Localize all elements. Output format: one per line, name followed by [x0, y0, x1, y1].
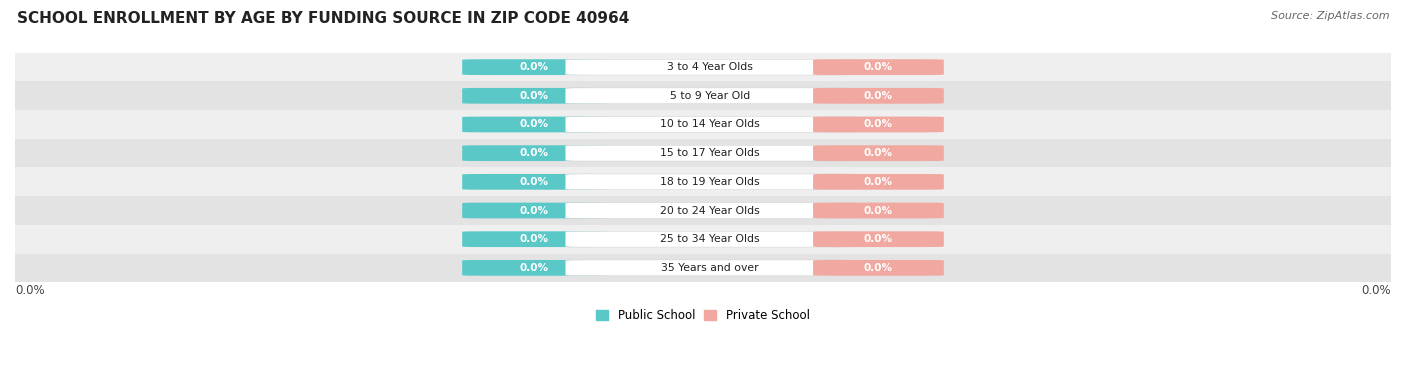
FancyBboxPatch shape	[15, 167, 1391, 196]
Text: 0.0%: 0.0%	[863, 177, 893, 187]
FancyBboxPatch shape	[565, 145, 855, 161]
Text: 0.0%: 0.0%	[1361, 284, 1391, 297]
FancyBboxPatch shape	[15, 196, 1391, 225]
FancyBboxPatch shape	[15, 53, 1391, 82]
Text: 3 to 4 Year Olds: 3 to 4 Year Olds	[666, 62, 752, 72]
FancyBboxPatch shape	[15, 139, 1391, 167]
Text: 0.0%: 0.0%	[863, 234, 893, 244]
Text: 0.0%: 0.0%	[520, 119, 548, 130]
Text: Source: ZipAtlas.com: Source: ZipAtlas.com	[1271, 11, 1389, 21]
FancyBboxPatch shape	[463, 88, 606, 104]
Text: 0.0%: 0.0%	[863, 263, 893, 273]
Text: 25 to 34 Year Olds: 25 to 34 Year Olds	[659, 234, 759, 244]
FancyBboxPatch shape	[813, 260, 943, 276]
Text: 18 to 19 Year Olds: 18 to 19 Year Olds	[659, 177, 759, 187]
FancyBboxPatch shape	[15, 110, 1391, 139]
FancyBboxPatch shape	[565, 231, 855, 247]
FancyBboxPatch shape	[463, 174, 606, 190]
Text: 0.0%: 0.0%	[520, 263, 548, 273]
FancyBboxPatch shape	[463, 260, 606, 276]
Text: 5 to 9 Year Old: 5 to 9 Year Old	[669, 91, 749, 101]
FancyBboxPatch shape	[15, 225, 1391, 254]
Text: 0.0%: 0.0%	[863, 62, 893, 72]
Text: SCHOOL ENROLLMENT BY AGE BY FUNDING SOURCE IN ZIP CODE 40964: SCHOOL ENROLLMENT BY AGE BY FUNDING SOUR…	[17, 11, 630, 26]
Text: 0.0%: 0.0%	[15, 284, 45, 297]
FancyBboxPatch shape	[463, 203, 606, 218]
Text: 0.0%: 0.0%	[520, 148, 548, 158]
FancyBboxPatch shape	[565, 88, 855, 104]
Text: 15 to 17 Year Olds: 15 to 17 Year Olds	[659, 148, 759, 158]
Text: 0.0%: 0.0%	[520, 177, 548, 187]
FancyBboxPatch shape	[813, 203, 943, 218]
Text: 0.0%: 0.0%	[520, 206, 548, 215]
FancyBboxPatch shape	[463, 116, 606, 132]
Text: 0.0%: 0.0%	[863, 206, 893, 215]
FancyBboxPatch shape	[463, 231, 606, 247]
FancyBboxPatch shape	[463, 145, 606, 161]
FancyBboxPatch shape	[813, 231, 943, 247]
FancyBboxPatch shape	[463, 59, 606, 75]
FancyBboxPatch shape	[15, 254, 1391, 282]
Text: 0.0%: 0.0%	[863, 91, 893, 101]
FancyBboxPatch shape	[813, 88, 943, 104]
FancyBboxPatch shape	[813, 174, 943, 190]
FancyBboxPatch shape	[813, 59, 943, 75]
Text: 20 to 24 Year Olds: 20 to 24 Year Olds	[659, 206, 759, 215]
FancyBboxPatch shape	[15, 82, 1391, 110]
Text: 0.0%: 0.0%	[520, 91, 548, 101]
Legend: Public School, Private School: Public School, Private School	[592, 304, 814, 327]
Text: 0.0%: 0.0%	[520, 62, 548, 72]
FancyBboxPatch shape	[565, 260, 855, 276]
Text: 35 Years and over: 35 Years and over	[661, 263, 759, 273]
FancyBboxPatch shape	[565, 59, 855, 75]
FancyBboxPatch shape	[813, 145, 943, 161]
Text: 10 to 14 Year Olds: 10 to 14 Year Olds	[659, 119, 759, 130]
FancyBboxPatch shape	[813, 116, 943, 132]
Text: 0.0%: 0.0%	[520, 234, 548, 244]
FancyBboxPatch shape	[565, 116, 855, 132]
Text: 0.0%: 0.0%	[863, 119, 893, 130]
Text: 0.0%: 0.0%	[863, 148, 893, 158]
FancyBboxPatch shape	[565, 174, 855, 190]
FancyBboxPatch shape	[565, 203, 855, 218]
